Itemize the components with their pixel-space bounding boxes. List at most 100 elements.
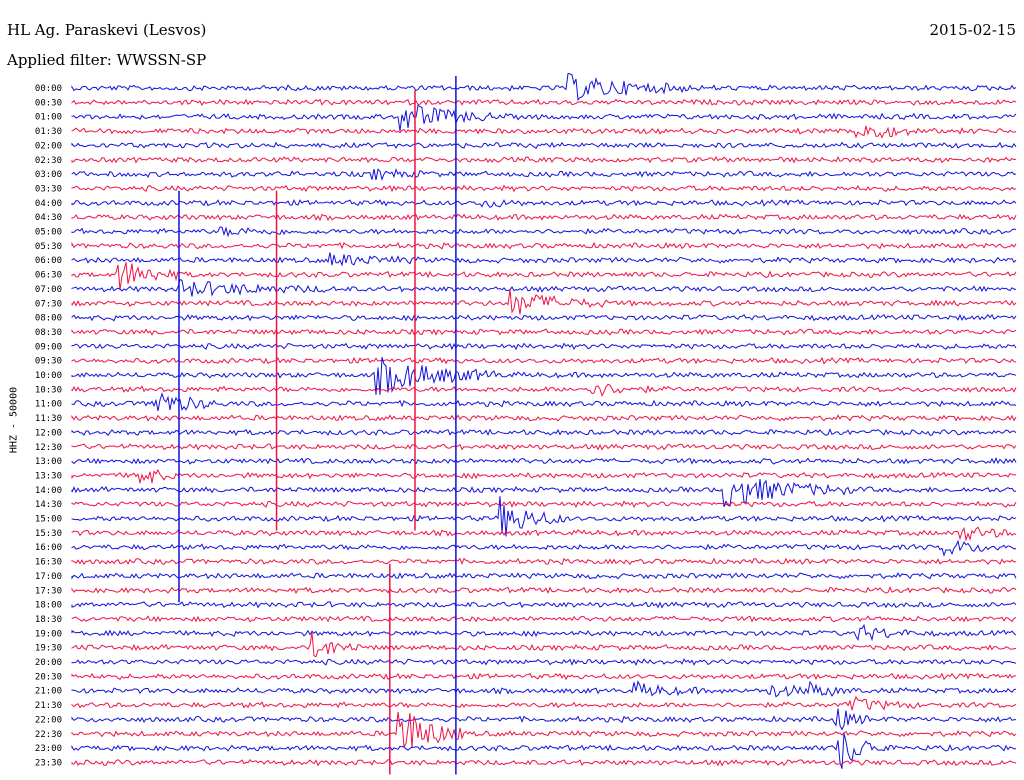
row-time-label: 14:00 [35, 486, 62, 496]
trace-row [71, 226, 1017, 238]
trace-row [71, 141, 1017, 150]
row-time-label: 13:00 [35, 457, 62, 467]
row-time-label: 15:30 [35, 529, 62, 539]
trace-row [71, 632, 1017, 658]
trace-row [71, 198, 1017, 209]
trace-row [71, 98, 1017, 106]
row-time-label: 10:30 [35, 385, 62, 395]
row-time-label: 12:00 [35, 428, 62, 438]
trace-row [71, 468, 1017, 484]
trace-row [71, 759, 1017, 767]
trace-row [71, 356, 1017, 365]
date-label: 2015-02-15 [929, 21, 1016, 39]
row-time-label: 19:30 [35, 644, 62, 654]
row-time-label: 11:00 [35, 400, 62, 410]
row-time-label: 23:30 [35, 758, 62, 768]
row-time-label: 06:00 [35, 256, 62, 266]
trace-row [71, 125, 1017, 139]
trace-row [71, 357, 1017, 395]
row-time-label: 00:30 [35, 98, 62, 108]
row-time-label: 21:00 [35, 687, 62, 697]
trace-row [71, 615, 1017, 623]
trace-row [71, 73, 1017, 102]
row-time-label: 17:30 [35, 586, 62, 596]
trace-row [71, 241, 1017, 250]
trace-row [71, 557, 1017, 566]
trace-row [71, 184, 1017, 193]
trace-row [71, 383, 1017, 398]
trace-row [71, 539, 1017, 557]
trace-row [71, 313, 1017, 322]
row-time-label: 16:00 [35, 543, 62, 553]
trace-row [71, 262, 1017, 291]
trace-row [71, 443, 1017, 451]
trace-row [71, 680, 1017, 698]
trace-row [71, 623, 1017, 642]
row-time-label: 04:30 [35, 213, 62, 223]
trace-row [71, 155, 1017, 164]
row-time-label: 11:30 [35, 414, 62, 424]
row-time-label: 00:00 [35, 84, 62, 94]
row-time-label: 09:00 [35, 342, 62, 352]
trace-row [71, 428, 1017, 437]
row-time-label: 09:30 [35, 357, 62, 367]
row-time-label: 18:00 [35, 601, 62, 611]
station-title: HL Ag. Paraskevi (Lesvos) [7, 21, 207, 39]
trace-row [71, 278, 1017, 297]
row-time-label: 21:30 [35, 701, 62, 711]
row-time-label: 06:30 [35, 271, 62, 281]
trace-row [71, 213, 1017, 222]
trace-row [71, 658, 1017, 666]
row-time-label: 20:30 [35, 672, 62, 682]
trace-row [71, 526, 1017, 542]
row-time-label: 22:00 [35, 715, 62, 725]
trace-row [71, 414, 1017, 422]
row-time-label: 07:30 [35, 299, 62, 309]
trace-row [71, 104, 1017, 132]
row-time-label: 03:30 [35, 184, 62, 194]
row-time-label: 10:00 [35, 371, 62, 381]
row-time-label: 05:30 [35, 242, 62, 252]
row-time-label: 08:00 [35, 314, 62, 324]
trace-row [71, 572, 1017, 580]
row-time-label: 01:30 [35, 127, 62, 137]
filter-label: Applied filter: WWSSN-SP [7, 51, 207, 69]
row-time-label: 12:30 [35, 443, 62, 453]
row-time-label: 22:30 [35, 730, 62, 740]
trace-row [71, 695, 1017, 711]
trace-row [71, 733, 1017, 769]
trace-row [71, 711, 1017, 749]
trace-row [71, 168, 1017, 181]
row-time-label: 07:00 [35, 285, 62, 295]
row-time-label: 15:00 [35, 515, 62, 525]
row-time-label: 13:30 [35, 471, 62, 481]
trace-row [71, 252, 1017, 267]
trace-row [71, 342, 1017, 351]
trace-row [71, 457, 1017, 465]
trace-row [71, 289, 1017, 315]
row-time-label: 03:00 [35, 170, 62, 180]
row-time-label: 02:00 [35, 141, 62, 151]
row-time-label: 02:30 [35, 156, 62, 166]
trace-row [71, 392, 1017, 411]
row-time-label: 14:30 [35, 500, 62, 510]
trace-row [71, 601, 1017, 609]
row-time-label: 16:30 [35, 558, 62, 568]
row-time-label: 04:00 [35, 199, 62, 209]
trace-row [71, 479, 1017, 507]
trace-row [71, 672, 1017, 681]
row-time-label: 05:00 [35, 228, 62, 238]
row-time-label: 23:00 [35, 744, 62, 754]
row-time-label: 17:00 [35, 572, 62, 582]
row-time-label: 18:30 [35, 615, 62, 625]
trace-row [71, 328, 1017, 336]
row-time-label: 01:00 [35, 113, 62, 123]
trace-row [71, 500, 1017, 509]
trace-row [71, 708, 1017, 731]
row-time-label: 20:00 [35, 658, 62, 668]
trace-row [71, 586, 1017, 595]
row-time-label: 19:00 [35, 629, 62, 639]
trace-row [71, 496, 1017, 537]
row-time-label: 08:30 [35, 328, 62, 338]
